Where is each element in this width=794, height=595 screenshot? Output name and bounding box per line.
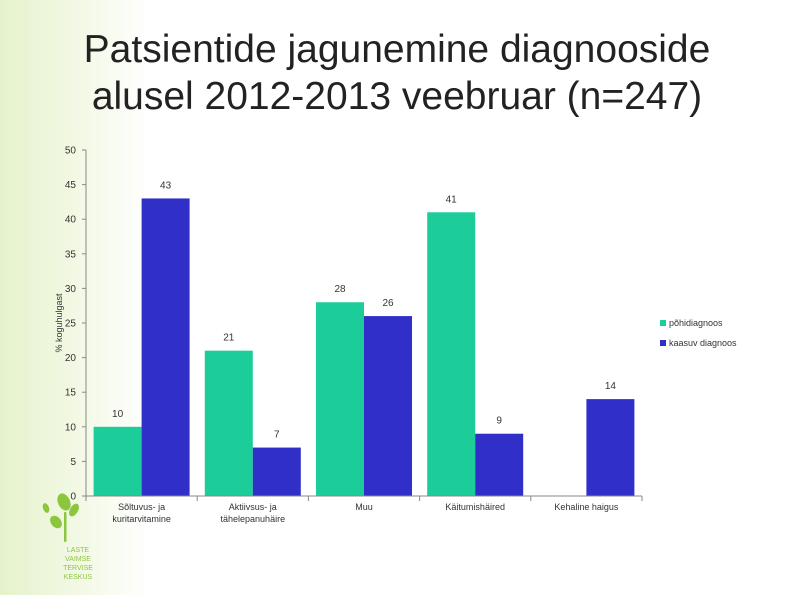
data-label: 43: [160, 180, 172, 191]
x-tick-label: Aktiivsus- ja: [229, 502, 277, 512]
bar-secondary: [364, 316, 412, 496]
data-label: 7: [274, 430, 280, 441]
logo-text: LASTE VAIMSE TERVISE KESKUS: [63, 547, 93, 581]
x-tick-label: Sõltuvus- ja: [118, 502, 165, 512]
y-tick-label: 25: [65, 319, 77, 330]
logo: LASTE VAIMSE TERVISE KESKUS: [42, 493, 93, 581]
plant-logo-icon: [42, 493, 79, 542]
legend-label: põhidiagnoos: [669, 318, 723, 328]
y-tick-label: 30: [65, 284, 77, 295]
x-tick-label: tähelepanuhäire: [221, 514, 286, 524]
y-tick-label: 15: [65, 388, 77, 399]
y-tick-label: 0: [70, 492, 76, 503]
x-tick-label: Muu: [355, 502, 373, 512]
bar-primary: [427, 212, 476, 496]
bar-secondary: [252, 447, 301, 496]
logo-text-line: KESKUS: [64, 574, 93, 581]
bar-secondary: [141, 198, 190, 496]
bar-secondary: [586, 399, 635, 496]
y-tick-label: 40: [65, 215, 77, 226]
y-tick-label: 50: [65, 146, 77, 157]
data-label: 41: [446, 194, 458, 205]
bar-primary: [204, 350, 253, 496]
logo-text-line: TERVISE: [63, 565, 93, 572]
y-tick-label: 10: [65, 422, 77, 433]
slide-title-line-2: alusel 2012-2013 veebruar (n=247): [91, 75, 703, 118]
data-label: 28: [334, 284, 346, 295]
logo-text-line: VAIMSE: [65, 556, 91, 563]
bar-primary: [316, 302, 364, 496]
data-label: 14: [605, 381, 617, 392]
legend-label: kaasuv diagnoos: [669, 338, 737, 348]
x-tick-label: Kehaline haigus: [554, 502, 619, 512]
y-axis-title: % koguhulgast: [54, 293, 64, 353]
slide-title: Patsientide jagunemine diagnooside aluse…: [20, 26, 774, 120]
data-label: 26: [382, 298, 394, 309]
slide-title-line-1: Patsientide jagunemine diagnooside: [83, 28, 711, 71]
legend-swatch: [660, 340, 666, 346]
y-tick-label: 45: [65, 180, 77, 191]
y-tick-label: 20: [65, 353, 77, 364]
data-label: 10: [112, 409, 124, 420]
data-label: 9: [496, 416, 502, 427]
logo-text-line: LASTE: [67, 547, 90, 554]
data-label: 21: [223, 333, 235, 344]
bar-secondary: [475, 433, 524, 496]
y-tick-label: 5: [70, 457, 76, 468]
x-tick-label: Käitumishäired: [445, 502, 505, 512]
bar-primary: [93, 426, 142, 496]
y-tick-label: 35: [65, 249, 77, 260]
x-tick-label: kuritarvitamine: [112, 514, 171, 524]
legend-swatch: [660, 320, 666, 326]
